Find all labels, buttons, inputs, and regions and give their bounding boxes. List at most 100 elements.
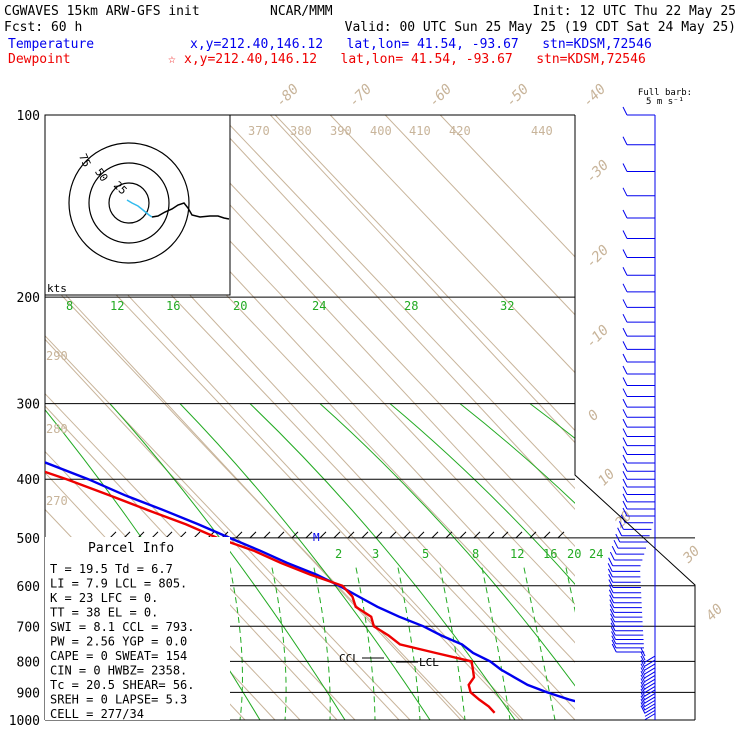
hodograph-trace-upper	[151, 202, 230, 220]
wind-barb-flag	[609, 551, 615, 561]
wind-barb-flag	[640, 667, 646, 676]
mixing-ratio-line	[249, 403, 516, 720]
lcl-label: LCL	[419, 656, 439, 669]
parcel-info-row: SWI = 8.1 CCL = 793.	[50, 620, 195, 634]
wind-barb-flag	[640, 678, 646, 687]
mixing-ratio-label: 8	[472, 547, 479, 561]
moist-adiabat-line	[229, 567, 243, 720]
mixing-ratio-label: 24	[312, 299, 326, 313]
wind-barb-flag	[622, 299, 628, 308]
pressure-tick-label: 400	[17, 473, 40, 488]
hatch-mark	[319, 531, 327, 539]
wind-barb-flag	[622, 106, 628, 116]
wind-barb-flag	[622, 187, 628, 197]
pressure-tick-label: 600	[17, 580, 40, 595]
dewpoint-profile-line	[45, 470, 496, 714]
wind-barb-flag	[640, 659, 646, 669]
temperature-location: x,y=212.40,146.12 lat,lon= 41.54, -93.67…	[190, 37, 652, 52]
wind-barb-flag	[611, 545, 617, 555]
wind-barb-flag	[622, 209, 628, 219]
hatch-mark	[487, 531, 495, 539]
dry-adiabat-line	[45, 277, 466, 720]
theta-label: 370	[248, 124, 270, 138]
hatch-mark	[109, 531, 117, 539]
isotherm-label: -50	[503, 81, 532, 110]
hatch-mark	[557, 531, 565, 539]
moist-adiabat-line	[481, 567, 511, 720]
moist-adiabat-line	[439, 567, 466, 720]
theta-labels: 370 380 390 400 410 420 440 290 280 270	[46, 124, 553, 508]
mixing-ratio-label: 16	[166, 299, 180, 313]
wind-barb-flag	[622, 446, 628, 455]
dry-adiabat-line	[329, 115, 575, 374]
parcel-info-frame	[45, 537, 230, 720]
wind-barb-flag	[622, 365, 628, 375]
dry-adiabat-line	[45, 392, 356, 720]
wind-barb-flag	[640, 681, 646, 691]
hatch-mark	[361, 531, 369, 539]
wind-barb-flag	[609, 599, 615, 608]
wind-barb-flag	[607, 563, 613, 572]
wind-barb-flag	[608, 579, 614, 588]
parcel-info-row: CIN = 0 HWBZ= 2358.	[50, 664, 187, 678]
isotherm-label: 0	[585, 407, 602, 424]
hodograph-unit-label: kts	[47, 282, 67, 295]
wind-barb-flag	[609, 594, 615, 603]
wind-barb-flag	[622, 486, 628, 495]
wind-barb-flag	[640, 647, 646, 657]
mixing-ratio-label: 20	[233, 299, 247, 313]
mixing-ratio-label: 28	[404, 299, 418, 313]
mixing-ratio-label: 3	[372, 547, 379, 561]
mixing-ratio-label: 8	[66, 299, 73, 313]
wind-barb-flag	[622, 230, 628, 239]
wind-barb-flag	[640, 663, 646, 672]
hatch-mark	[333, 531, 341, 539]
wind-barb-flag	[622, 428, 628, 437]
hatch-mark	[263, 531, 271, 539]
hatch-mark	[515, 531, 523, 539]
forecast-hour: Fcst: 60 h	[4, 20, 82, 35]
wind-barb-flag	[622, 463, 628, 472]
wind-barb-flag	[618, 521, 624, 530]
wind-barb-staff	[644, 699, 656, 707]
wind-barb-staff	[644, 685, 656, 693]
theta-label: 290	[46, 349, 68, 363]
wind-barb-staff	[644, 689, 656, 697]
dry-adiabat-line	[439, 115, 575, 258]
wind-barb-staff	[644, 678, 656, 686]
isotherm-label: -20	[583, 242, 612, 271]
wind-barb-staff	[644, 713, 656, 721]
isotherm-line	[269, 115, 575, 444]
theta-label: 380	[290, 124, 312, 138]
wind-barb-flag	[622, 377, 628, 386]
wind-barb-flag	[622, 500, 628, 510]
wind-barb-staff	[644, 663, 656, 671]
hatch-mark	[151, 531, 159, 539]
wind-barb-flag	[609, 608, 615, 618]
mixing-ratio-label: 20	[567, 547, 581, 561]
pressure-tick-label: 1000	[9, 714, 40, 729]
hodograph-ring	[88, 162, 170, 244]
isotherm-label: -60	[426, 81, 455, 110]
dry-adiabat-line	[219, 115, 575, 490]
moist-adiabat-line	[397, 567, 421, 720]
wind-barb-flag	[610, 626, 616, 636]
wind-barb-flag	[640, 698, 646, 708]
isotherm-label: -70	[346, 81, 375, 110]
wind-barb-flag	[611, 639, 617, 649]
isotherm-line	[45, 271, 462, 720]
wind-barb-flag	[613, 539, 619, 549]
mixing-ratio-label: 32	[500, 299, 514, 313]
hatch-mark	[501, 531, 509, 539]
wind-barb-flag	[607, 568, 613, 578]
wind-barb-flag	[640, 655, 646, 665]
isotherm-label: 40	[703, 601, 726, 624]
hatch-mark	[165, 531, 173, 539]
wind-barb-flag	[608, 574, 614, 583]
wind-barb-flag	[640, 685, 646, 694]
wind-barb-flag	[622, 266, 628, 276]
mixing-ratio-line	[179, 403, 431, 720]
wind-barb-staff	[644, 675, 656, 682]
mixing-ratio-labels-upper: 8 12 16 20 24 28 32	[66, 299, 514, 313]
